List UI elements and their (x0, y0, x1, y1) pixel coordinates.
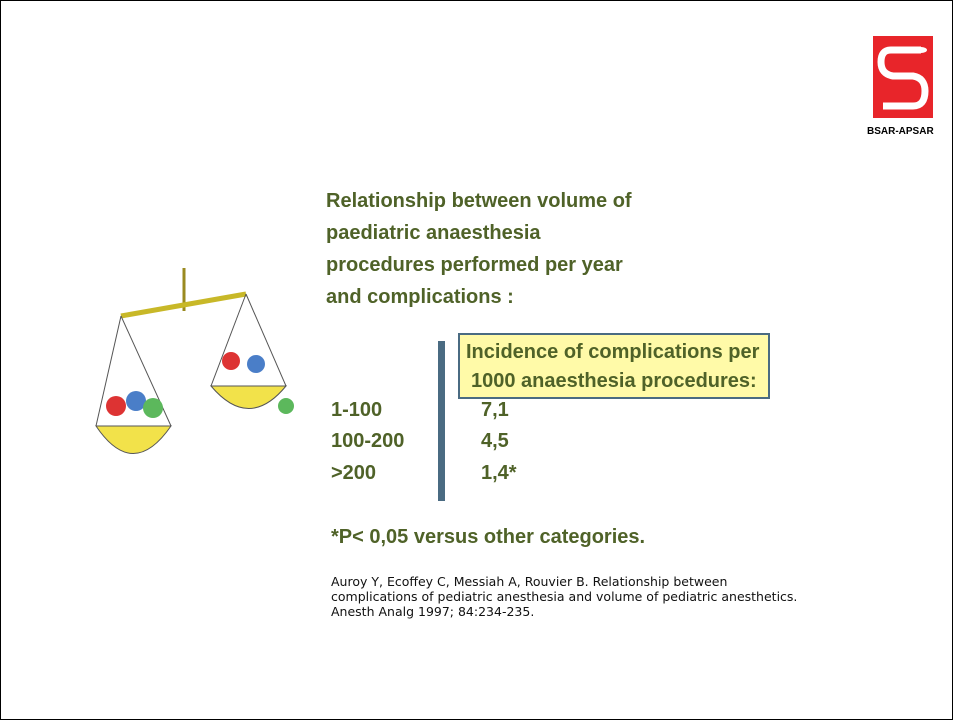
footnote: *P< 0,05 versus other categories. (331, 526, 645, 549)
title-line: paediatric anaesthesia (326, 217, 541, 249)
logo-label: BSAR-APSAR (867, 126, 934, 137)
header-line: Incidence of complications per (466, 341, 759, 364)
logo-icon (873, 36, 935, 120)
row-label: 100-200 (331, 430, 404, 453)
row-label: >200 (331, 462, 376, 485)
reference-line: Auroy Y, Ecoffey C, Messiah A, Rouvier B… (331, 574, 727, 589)
row-value: 4,5 (481, 430, 509, 453)
reference-line: Anesth Analg 1997; 84:234-235. (331, 604, 534, 619)
reference-line: complications of pediatric anesthesia an… (331, 589, 797, 604)
row-label: 1-100 (331, 399, 382, 422)
row-value: 7,1 (481, 399, 509, 422)
title-line: procedures performed per year (326, 249, 623, 281)
divider (438, 341, 445, 501)
row-value: 1,4* (481, 462, 517, 485)
header-line: 1000 anaesthesia procedures: (471, 370, 757, 393)
scale-illustration (81, 266, 311, 466)
title-line: and complications : (326, 281, 514, 313)
slide: BSAR-APSAR Relationship between volume o… (0, 0, 953, 720)
title-line: Relationship between volume of (326, 185, 632, 217)
